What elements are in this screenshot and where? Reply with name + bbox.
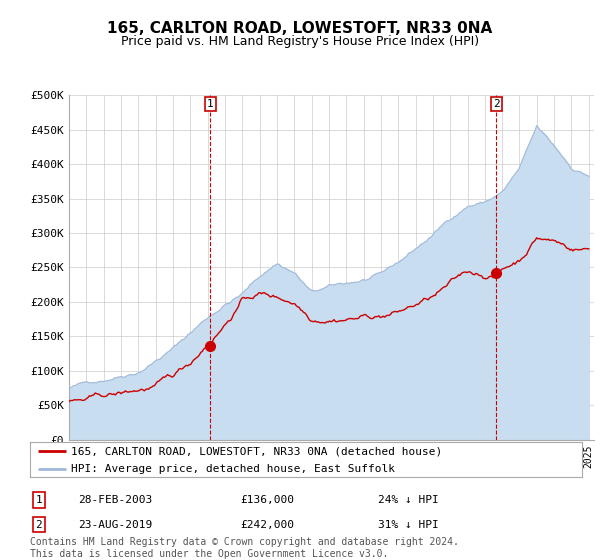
Text: HPI: Average price, detached house, East Suffolk: HPI: Average price, detached house, East… [71, 464, 395, 474]
Text: 24% ↓ HPI: 24% ↓ HPI [378, 495, 439, 505]
Text: 165, CARLTON ROAD, LOWESTOFT, NR33 0NA: 165, CARLTON ROAD, LOWESTOFT, NR33 0NA [107, 21, 493, 36]
Text: Price paid vs. HM Land Registry's House Price Index (HPI): Price paid vs. HM Land Registry's House … [121, 35, 479, 48]
Text: 1: 1 [207, 99, 214, 109]
Text: 165, CARLTON ROAD, LOWESTOFT, NR33 0NA (detached house): 165, CARLTON ROAD, LOWESTOFT, NR33 0NA (… [71, 446, 443, 456]
Text: Contains HM Land Registry data © Crown copyright and database right 2024.
This d: Contains HM Land Registry data © Crown c… [30, 537, 459, 559]
Text: 31% ↓ HPI: 31% ↓ HPI [378, 520, 439, 530]
Text: 2: 2 [493, 99, 499, 109]
Text: 1: 1 [35, 495, 43, 505]
Text: 2: 2 [35, 520, 43, 530]
Text: 28-FEB-2003: 28-FEB-2003 [78, 495, 152, 505]
Text: £242,000: £242,000 [240, 520, 294, 530]
Text: £136,000: £136,000 [240, 495, 294, 505]
Text: 23-AUG-2019: 23-AUG-2019 [78, 520, 152, 530]
